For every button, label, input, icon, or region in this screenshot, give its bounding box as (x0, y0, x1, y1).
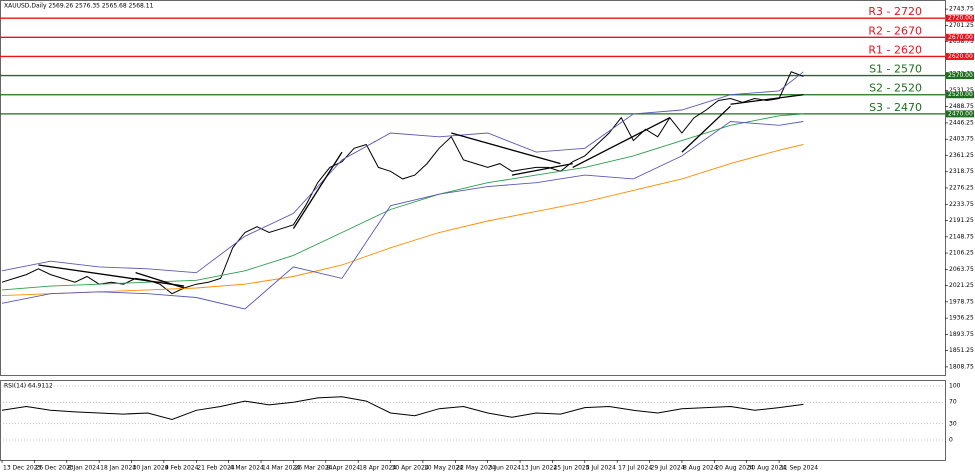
rsi-tick-label: 70 (949, 399, 957, 406)
x-tick-label: 26 Mar 2024 (294, 465, 332, 472)
level-tag: 2720.00 (948, 15, 973, 22)
level-tag-box (946, 33, 974, 41)
y-tick-label: 2701.25 (949, 22, 974, 29)
x-tick-label: 3 Jun 2024 (489, 465, 521, 472)
trendline (681, 105, 731, 153)
indicator-line (1, 144, 804, 297)
y-tick-label: 2743.75 (949, 6, 974, 13)
level-tag: 2570.00 (948, 72, 973, 79)
x-tick-label: 11 Sep 2024 (780, 465, 818, 472)
y-tick-label: 2233.75 (949, 201, 974, 208)
x-tick-label: 8 Apr 2024 (327, 465, 360, 472)
level-label: R2 - 2670 (868, 24, 922, 37)
level-label: S3 - 2470 (869, 101, 922, 114)
x-tick-label: 26 Dec 2023 (35, 465, 74, 472)
x-tick-label: 22 May 2024 (456, 465, 495, 472)
y-tick-label: 2488.75 (949, 103, 974, 110)
level-label: S1 - 2570 (869, 63, 922, 76)
level-tag: 2470.00 (948, 110, 973, 117)
rsi-title: RSI(14) 64.9112 (4, 383, 53, 390)
trendline (135, 272, 185, 289)
indicator-line (1, 71, 804, 274)
x-tick-label: 29 Jul 2024 (651, 465, 685, 472)
x-tick-label: 14 Mar 2024 (262, 465, 300, 472)
trendline (730, 94, 804, 105)
level-label: R3 - 2720 (868, 5, 922, 18)
indicator-line (1, 121, 804, 310)
level-tag: 2670.00 (948, 34, 973, 41)
x-tick-label: 18 Jan 2024 (100, 465, 136, 472)
trendline (572, 117, 671, 169)
x-tick-label: 21 Feb 2024 (197, 465, 235, 472)
y-tick-label: 2148.75 (949, 233, 974, 240)
indicator-line (1, 113, 804, 291)
x-tick-label: 4 Mar 2024 (230, 465, 264, 472)
x-tick-label: 13 Dec 2023 (3, 465, 42, 472)
x-tick-label: 18 Apr 2024 (359, 465, 396, 472)
rsi-tick-label: 0 (949, 437, 953, 444)
y-tick-label: 2063.75 (949, 266, 974, 273)
price-line (1, 396, 804, 421)
rsi-frame (0, 380, 946, 461)
rsi-tick-label: 100 (949, 383, 961, 390)
level-tag-box (946, 72, 974, 80)
level-label: R1 - 2620 (868, 43, 922, 56)
trendline (38, 264, 185, 287)
y-tick-label: 2191.25 (949, 217, 974, 224)
y-tick-label: 1808.75 (949, 363, 974, 370)
y-tick-label: 2106.25 (949, 250, 974, 257)
y-tick-label: 1936.25 (949, 315, 974, 322)
level-tag-box (946, 14, 974, 22)
x-tick-label: 30 Jan 2024 (133, 465, 169, 472)
price-line (1, 71, 804, 295)
x-tick-label: 20 Aug 2024 (715, 465, 754, 472)
x-tick-label: 8 Aug 2024 (683, 465, 718, 472)
y-tick-label: 1893.75 (949, 331, 974, 338)
level-tag-box (946, 91, 974, 99)
x-tick-label: 30 Aug 2024 (748, 465, 787, 472)
y-tick-label: 2318.75 (949, 168, 974, 175)
level-tag-box (946, 52, 974, 60)
level-tag: 2620.00 (948, 53, 973, 60)
y-tick-label: 1851.25 (949, 347, 974, 354)
y-tick-label: 2276.25 (949, 185, 974, 192)
x-tick-label: 8 Jan 2024 (68, 465, 100, 472)
level-tag-box (946, 110, 974, 118)
y-tick-label: 1978.75 (949, 298, 974, 305)
y-tick-label: 2021.25 (949, 282, 974, 289)
trendline (511, 162, 573, 176)
y-tick-label: 2403.75 (949, 136, 974, 143)
trendline (451, 132, 561, 165)
x-tick-label: 17 Jul 2024 (618, 465, 652, 472)
y-tick-label: 2446.25 (949, 119, 974, 126)
x-tick-label: 9 Feb 2024 (165, 465, 199, 472)
chart-title: XAUUSD,Daily 2569.26 2576.35 2565.68 256… (4, 3, 154, 10)
y-tick-label: 2658.75 (949, 38, 974, 45)
x-tick-label: 10 May 2024 (424, 465, 463, 472)
y-tick-label: 2361.25 (949, 152, 974, 159)
level-label: S2 - 2520 (869, 82, 922, 95)
trendline (292, 151, 343, 230)
x-tick-label: 30 Apr 2024 (392, 465, 429, 472)
x-tick-label: 13 Jun 2024 (521, 465, 557, 472)
y-tick-label: 2531.25 (949, 87, 974, 94)
rsi-tick-label: 30 (949, 420, 957, 427)
x-tick-label: 5 Jul 2024 (586, 465, 616, 472)
level-tag: 2520.00 (948, 91, 973, 98)
x-tick-label: 25 Jun 2024 (553, 465, 589, 472)
